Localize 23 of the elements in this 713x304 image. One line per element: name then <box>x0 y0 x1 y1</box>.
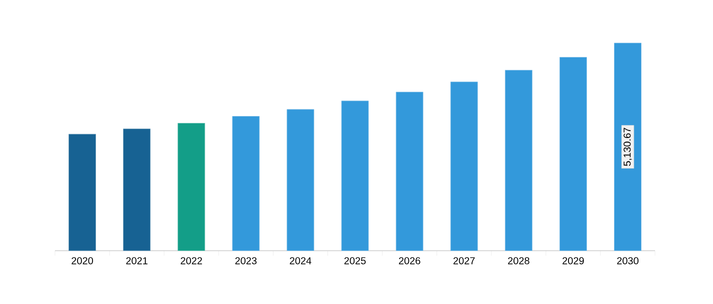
x-tick-label: 2021 <box>126 257 148 264</box>
x-tick-label: 2029 <box>562 257 584 264</box>
x-tick-label: 2020 <box>72 257 94 264</box>
bar <box>178 122 206 251</box>
x-tick-label: 2030 <box>617 257 638 264</box>
x-tick-label: 2024 <box>290 257 312 264</box>
bar <box>341 100 369 251</box>
x-tick-label: 2027 <box>453 257 475 264</box>
bar <box>286 109 314 251</box>
bar <box>450 82 478 251</box>
data-label: 5,130.67 <box>624 128 632 166</box>
x-tick-label: 2023 <box>235 257 257 264</box>
bar <box>614 42 642 251</box>
bar <box>232 116 260 251</box>
bar <box>68 134 96 251</box>
x-tick-label: 2028 <box>508 257 530 264</box>
bar <box>504 70 532 251</box>
bar <box>123 128 151 251</box>
bar <box>559 56 587 251</box>
x-tick-label: 2022 <box>180 257 202 264</box>
x-tick-label: 2025 <box>344 257 366 264</box>
x-tick-label: 2026 <box>398 257 420 264</box>
bar <box>396 92 424 251</box>
